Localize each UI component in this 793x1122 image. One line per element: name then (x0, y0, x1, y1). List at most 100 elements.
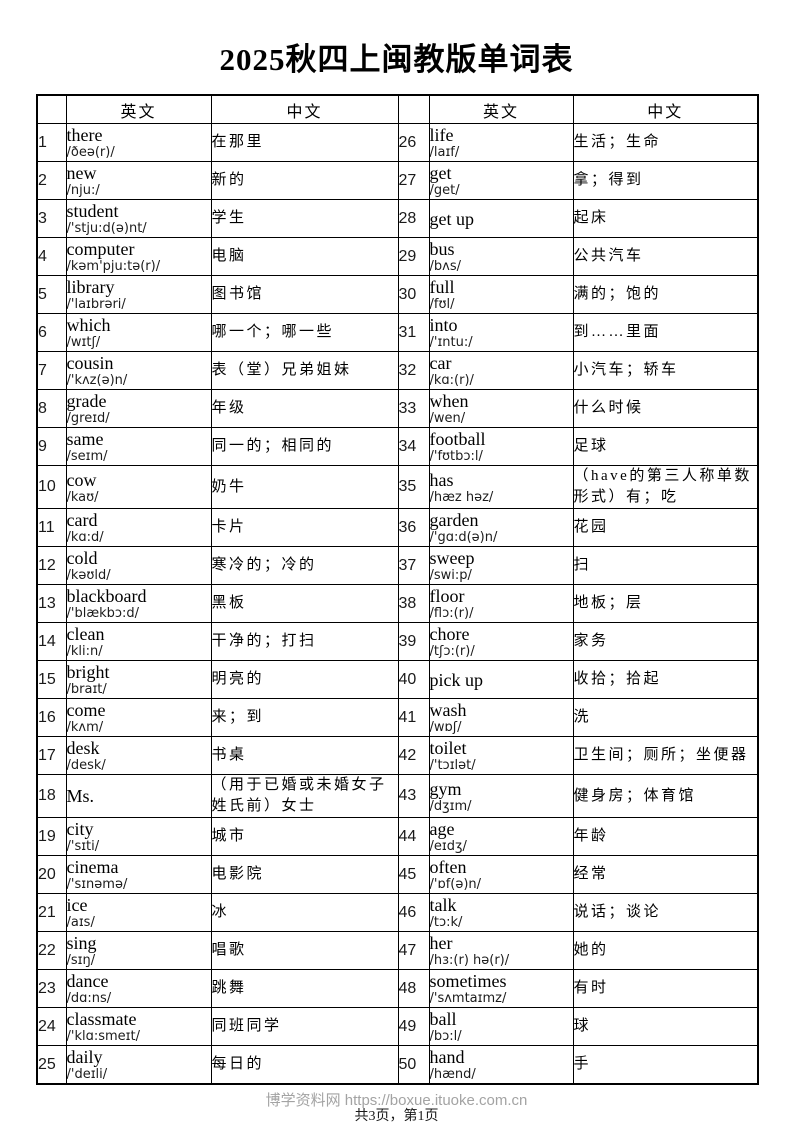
entry-english: when /wen/ (428, 389, 574, 428)
phonetic-transcription: /sɪŋ/ (66, 953, 96, 968)
entry-english: which /wɪtʃ/ (65, 313, 212, 352)
entry-number: 37 (397, 546, 430, 585)
entry-english: sweep /swi:p/ (428, 546, 574, 585)
english-word: which (66, 315, 111, 335)
entry-english: life /laɪf/ (428, 123, 574, 162)
english-word: cousin (66, 353, 114, 373)
english-word: gym (429, 778, 462, 799)
phonetic-transcription: /kəʊld/ (66, 568, 111, 583)
entry-number: 16 (36, 698, 67, 737)
english-word: hand (429, 1047, 465, 1067)
table-row: 19 city /'sɪti/ 城市 44 age /eɪdʒ/ 年龄 (36, 817, 759, 856)
english-word: classmate (66, 1009, 137, 1029)
phonetic-transcription: /'sʌmtaɪmz/ (429, 991, 507, 1006)
entry-english: cinema /'sɪnəmə/ (65, 855, 212, 894)
table-row: 6 which /wɪtʃ/ 哪一个；哪一些 31 into /'ɪntu:/ … (36, 313, 759, 352)
phonetic-transcription: /'klɑ:smeɪt/ (66, 1029, 140, 1044)
english-word: dance (66, 971, 109, 991)
phonetic-transcription: /greɪd/ (66, 411, 110, 426)
entry-chinese: 她的 (572, 931, 759, 970)
entry-number: 18 (36, 774, 67, 818)
table-row: 10 cow /kaʊ/ 奶牛 35 has /hæz həz/ （have的第… (36, 465, 759, 509)
english-word: come (66, 700, 106, 720)
entry-chinese: 干净的；打扫 (210, 622, 399, 661)
table-row: 21 ice /aɪs/ 冰 46 talk /tɔ:k/ 说话；谈论 (36, 893, 759, 932)
entry-chinese: 图书馆 (210, 275, 399, 314)
english-word: often (429, 857, 467, 877)
english-word: student (66, 201, 119, 221)
english-word: cold (66, 548, 98, 568)
english-word: her (429, 933, 453, 953)
entry-number: 7 (36, 351, 67, 390)
entry-chinese: 城市 (210, 817, 399, 856)
phonetic-transcription: /ðeə(r)/ (66, 145, 115, 160)
entry-chinese: 什么时候 (572, 389, 759, 428)
phonetic-transcription: /hæz həz/ (429, 489, 494, 505)
english-word: ice (66, 895, 88, 915)
entry-english: toilet /'tɔɪlət/ (428, 736, 574, 775)
table-row: 4 computer /kəm'pju:tə(r)/ 电脑 29 bus /bʌ… (36, 237, 759, 276)
entry-number: 24 (36, 1007, 67, 1046)
phonetic-transcription: /'sɪti/ (66, 839, 100, 854)
phonetic-transcription: /get/ (429, 183, 460, 198)
entry-number: 1 (36, 123, 67, 162)
entry-english: garden /'gɑ:d(ə)n/ (428, 508, 574, 547)
table-row: 12 cold /kəʊld/ 寒冷的；冷的 37 sweep /swi:p/ … (36, 546, 759, 585)
english-word: pick up (429, 669, 483, 690)
entry-english: her /hɜ:(r) hə(r)/ (428, 931, 574, 970)
english-word: bright (66, 662, 110, 682)
entry-chinese: 说话；谈论 (572, 893, 759, 932)
english-word: same (66, 429, 104, 449)
entry-chinese: 电脑 (210, 237, 399, 276)
english-word: cinema (66, 857, 119, 877)
entry-chinese: 寒冷的；冷的 (210, 546, 399, 585)
entry-number: 31 (397, 313, 430, 352)
entry-number: 47 (397, 931, 430, 970)
entry-chinese: 生活；生命 (572, 123, 759, 162)
entry-chinese: （用于已婚或未婚女子姓氏前）女士 (210, 774, 399, 818)
entry-chinese: 有时 (572, 969, 759, 1008)
entry-english: age /eɪdʒ/ (428, 817, 574, 856)
english-word: full (429, 277, 455, 297)
table-row: 1 there /ðeə(r)/ 在那里 26 life /laɪf/ 生活；生… (36, 123, 759, 162)
entry-number: 8 (36, 389, 67, 428)
english-word: blackboard (66, 586, 147, 606)
entry-number: 41 (397, 698, 430, 737)
table-row: 11 card /kɑ:d/ 卡片 36 garden /'gɑ:d(ə)n/ … (36, 508, 759, 547)
header-chinese-right: 中文 (572, 94, 759, 124)
entry-english: chore /tʃɔ:(r)/ (428, 622, 574, 661)
entry-chinese: 新的 (210, 161, 399, 200)
entry-number: 6 (36, 313, 67, 352)
entry-chinese: 卫生间；厕所；坐便器 (572, 736, 759, 775)
entry-english: car /kɑ:(r)/ (428, 351, 574, 390)
phonetic-transcription: /'gɑ:d(ə)n/ (429, 530, 498, 545)
phonetic-transcription: /bʌs/ (429, 259, 461, 274)
entry-english: sometimes /'sʌmtaɪmz/ (428, 969, 574, 1008)
footer-site-link[interactable]: 博学资料网 https://boxue.ituoke.com.cn (265, 1092, 528, 1109)
entry-english: library /'laɪbrəri/ (65, 275, 212, 314)
table-row: 16 come /kʌm/ 来；到 41 wash /wɒʃ/ 洗 (36, 698, 759, 737)
entry-chinese: 扫 (572, 546, 759, 585)
phonetic-transcription: /tʃɔ:(r)/ (429, 644, 475, 659)
table-row: 14 clean /kli:n/ 干净的；打扫 39 chore /tʃɔ:(r… (36, 622, 759, 661)
entry-english: football /'fʊtbɔ:l/ (428, 427, 574, 466)
entry-chinese: 家务 (572, 622, 759, 661)
phonetic-transcription: /braɪt/ (66, 682, 107, 697)
phonetic-transcription: /'deɪli/ (66, 1067, 108, 1082)
entry-english: wash /wɒʃ/ (428, 698, 574, 737)
entry-number: 14 (36, 622, 67, 661)
entry-number: 27 (397, 161, 430, 200)
entry-english: Ms. (65, 774, 212, 818)
phonetic-transcription: /desk/ (66, 758, 106, 773)
english-word: sweep (429, 548, 475, 568)
english-word: garden (429, 510, 479, 530)
entry-number: 32 (397, 351, 430, 390)
page-title: 2025秋四上闽教版单词表 (219, 42, 574, 77)
phonetic-transcription: /kli:n/ (66, 644, 103, 659)
entry-english: often /'ɒf(ə)n/ (428, 855, 574, 894)
entry-chinese: 奶牛 (210, 465, 399, 509)
english-word: wash (429, 700, 467, 720)
entry-number: 40 (397, 660, 430, 699)
entry-english: classmate /'klɑ:smeɪt/ (65, 1007, 212, 1046)
